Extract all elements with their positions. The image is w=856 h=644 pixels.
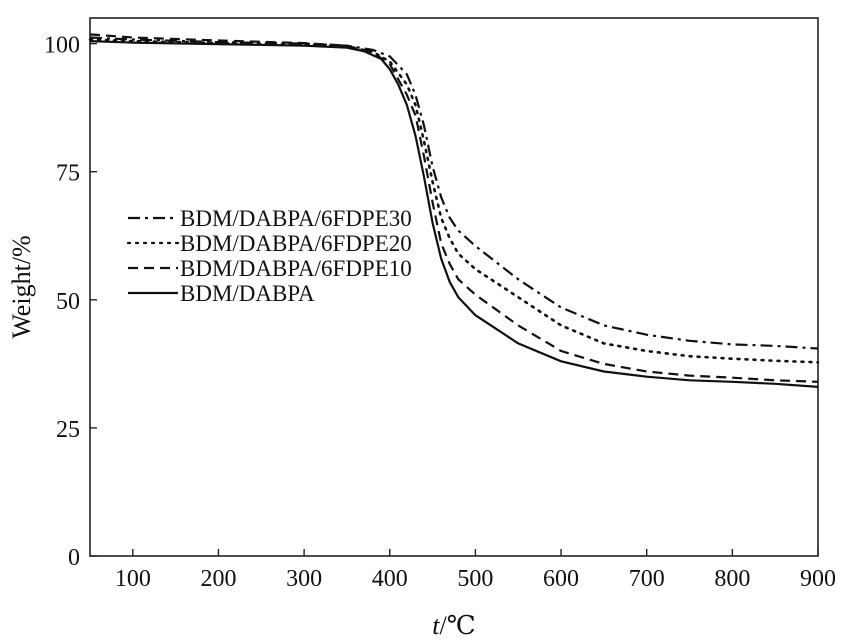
series-line-1 (88, 38, 820, 364)
y-tick-label: 25 (56, 417, 80, 443)
legend-label-0: BDM/DABPA/6FDPE30 (180, 206, 412, 231)
series-layer (88, 33, 820, 388)
x-axis-label: t/℃ (432, 611, 476, 640)
x-tick-label: 100 (115, 566, 151, 592)
x-tick-label: 600 (543, 566, 579, 592)
series-line-2 (89, 33, 819, 383)
y-tick-label: 75 (56, 161, 80, 187)
x-tick-label: 900 (800, 566, 836, 592)
legend-label-2: BDM/DABPA/6FDPE10 (180, 256, 412, 281)
y-tick-label: 0 (68, 545, 80, 571)
x-tick-label: 800 (714, 566, 750, 592)
legend-label-1: BDM/DABPA/6FDPE20 (180, 231, 412, 256)
series-line-3 (89, 40, 819, 388)
x-axis-unit: /℃ (439, 611, 475, 640)
x-axis-variable: t (432, 611, 440, 640)
x-tick-label: 200 (200, 566, 236, 592)
plot-frame (89, 17, 819, 557)
x-tick-label: 300 (286, 566, 322, 592)
y-axis-label: Weight/% (7, 235, 36, 338)
x-tick-label: 400 (372, 566, 408, 592)
legend: BDM/DABPA/6FDPE30BDM/DABPA/6FDPE20BDM/DA… (126, 206, 412, 306)
ticks-layer: 100 200 300 400 500 600 700 800 900 0 25 50 75 100 (44, 33, 836, 592)
y-tick-label: 100 (44, 33, 80, 59)
x-tick-label: 500 (457, 566, 493, 592)
x-tick-label: 700 (629, 566, 665, 592)
y-tick-label: 50 (56, 289, 80, 315)
legend-label-3: BDM/DABPA (180, 281, 315, 306)
